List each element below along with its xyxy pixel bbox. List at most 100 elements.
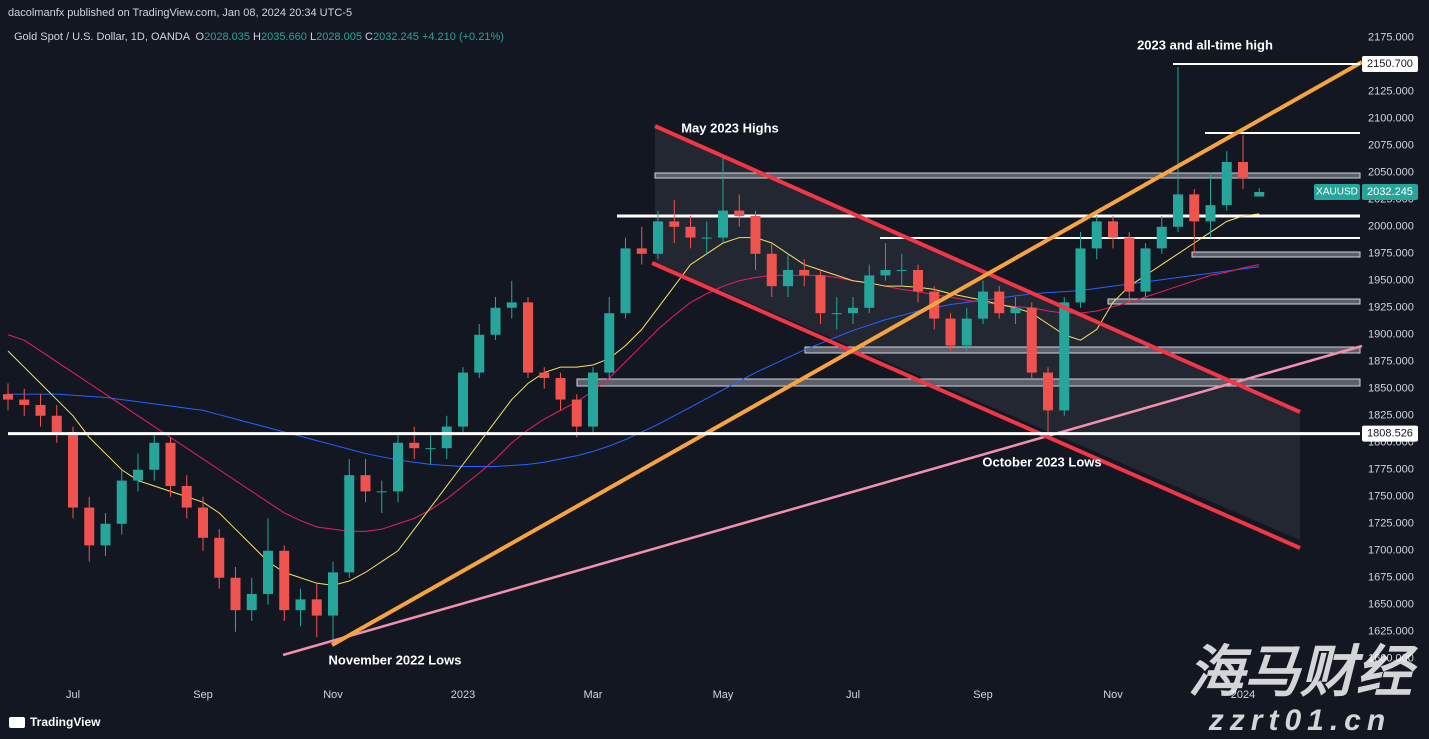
candle-body [831,313,842,315]
candle-body [734,210,745,216]
ohlc-key: L [310,31,316,43]
candle-body [961,318,972,346]
channel-fill [655,126,1300,540]
candle-body [766,253,777,287]
y-tick-label: 1600.000 [1368,653,1414,665]
candle-body [636,248,647,254]
y-tick-label: 1900.000 [1368,329,1414,341]
price-label: 1808.526 [1367,427,1413,439]
candle-body [848,307,858,314]
ohlc-value: 2028.005 [316,31,362,43]
candle-body [994,291,1005,314]
ohlc-key: O [196,31,205,43]
candle-body [116,480,127,524]
candle-body [1189,194,1200,222]
candle-body [880,269,891,276]
moving-average [8,266,1260,468]
candle-body [913,269,923,292]
candle-body [458,372,468,427]
candle-body [1059,302,1070,411]
y-tick-label: 2000.000 [1368,221,1414,233]
candle-body [718,210,728,238]
candle-body [393,442,403,492]
drawings [576,126,1361,540]
x-tick-label: May [713,689,734,701]
legend-line: Gold Spot / U.S. Dollar, 1D, OANDA O2028… [14,31,504,43]
watermark-url: zzrt01.cn [1208,704,1391,737]
y-tick-label: 1850.000 [1368,383,1414,395]
candle-body [750,215,761,254]
zone [1107,298,1361,305]
candle-body [409,442,420,449]
ticker-box [1314,183,1360,200]
candle-body [978,291,988,319]
candle-body [1221,161,1232,206]
candle-body [246,593,257,611]
candle-body [523,302,533,373]
candle-body [360,475,371,492]
y-tick-label: 1625.000 [1368,626,1414,638]
candle-body [3,394,13,400]
publisher: dacolmanfx published on TradingView.com,… [8,7,352,19]
annotation: May 2023 Highs [681,120,779,135]
ohlc-value: 2035.660 [261,31,307,43]
zone [654,172,1361,179]
candle-body [701,237,712,239]
candle-body [441,426,452,449]
x-tick-label: Nov [323,689,343,701]
annotation: 2023 and all-time high [1137,37,1273,52]
candle-body [1156,226,1167,249]
levels [8,63,1360,436]
x-tick-label: Jul [66,689,80,701]
candle-body [685,226,696,238]
candle-body [669,221,680,227]
candle-body [1010,307,1021,314]
candle-body [864,275,875,308]
candle-body [474,334,485,373]
candle-body [376,491,387,493]
x-tick-label: Sep [973,689,993,701]
brand: TradingView [9,715,101,729]
channel-line [651,261,1301,550]
ohlc-value: 2028.035 [204,31,250,43]
candle-body [165,442,176,486]
candle-body [425,448,436,450]
trendlines [282,60,1363,657]
candle-body [506,302,517,308]
change: +4.210 (+0.21%) [422,31,504,43]
x-tick-label: Jul [846,689,860,701]
candle-body [84,507,95,546]
candle-body [555,377,566,400]
x-tick-label: 2024 [1231,689,1255,701]
candle-body [230,577,241,611]
candle-body [279,550,290,611]
y-tick-label: 1700.000 [1368,545,1414,557]
zone [804,346,1361,354]
candle-body [214,537,225,578]
annotation: October 2023 Lows [982,454,1101,469]
candle-body [604,313,615,373]
candle-body [799,269,810,276]
candle-body [1091,221,1102,249]
axes: 1600.000 1625.000 1650.000 1675.000 1700.000… [66,32,1418,701]
candle-body [620,248,631,314]
moving-averages [7,213,1260,586]
candle-body [896,269,907,271]
candle-body [149,442,160,470]
candle-body [133,469,143,481]
zone [1191,251,1361,258]
candle-body [19,399,30,405]
candle-body [1140,248,1151,292]
candle-body [1254,191,1265,197]
candle-body [571,399,582,427]
y-tick-label: 2175.000 [1368,32,1414,44]
candle-body [1173,194,1183,227]
y-tick-label: 1675.000 [1368,572,1414,584]
candle-body [1205,205,1216,222]
candle-body [539,372,550,378]
instrument: Gold Spot / U.S. Dollar, 1D, OANDA [14,31,191,43]
y-tick-label: 1650.000 [1368,599,1414,611]
price-label-box [1362,425,1418,442]
candle-body [490,307,501,335]
